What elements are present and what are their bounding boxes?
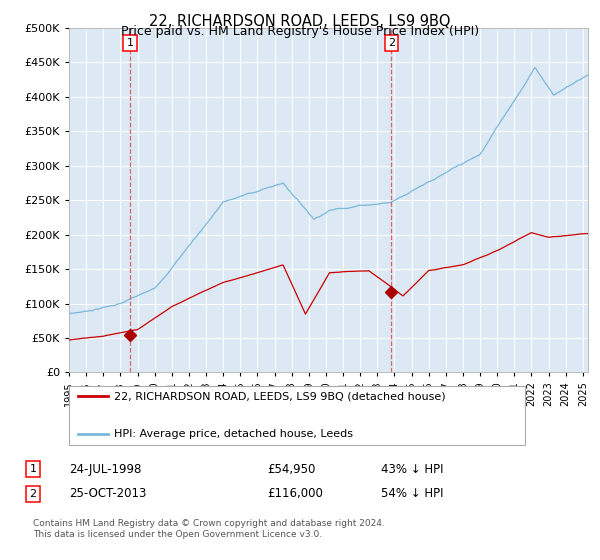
- Text: 1: 1: [29, 464, 37, 474]
- Text: 54% ↓ HPI: 54% ↓ HPI: [381, 487, 443, 501]
- Text: £116,000: £116,000: [267, 487, 323, 501]
- Text: Contains HM Land Registry data © Crown copyright and database right 2024.
This d: Contains HM Land Registry data © Crown c…: [33, 520, 385, 539]
- Text: 22, RICHARDSON ROAD, LEEDS, LS9 9BQ: 22, RICHARDSON ROAD, LEEDS, LS9 9BQ: [149, 14, 451, 29]
- Text: 22, RICHARDSON ROAD, LEEDS, LS9 9BQ (detached house): 22, RICHARDSON ROAD, LEEDS, LS9 9BQ (det…: [114, 391, 446, 402]
- Text: Price paid vs. HM Land Registry's House Price Index (HPI): Price paid vs. HM Land Registry's House …: [121, 25, 479, 38]
- Text: 2: 2: [388, 38, 395, 48]
- Text: 24-JUL-1998: 24-JUL-1998: [69, 463, 142, 476]
- Text: 25-OCT-2013: 25-OCT-2013: [69, 487, 146, 501]
- Text: HPI: Average price, detached house, Leeds: HPI: Average price, detached house, Leed…: [114, 429, 353, 439]
- Text: £54,950: £54,950: [267, 463, 316, 476]
- Text: 43% ↓ HPI: 43% ↓ HPI: [381, 463, 443, 476]
- Text: 1: 1: [127, 38, 133, 48]
- Text: 2: 2: [29, 489, 37, 499]
